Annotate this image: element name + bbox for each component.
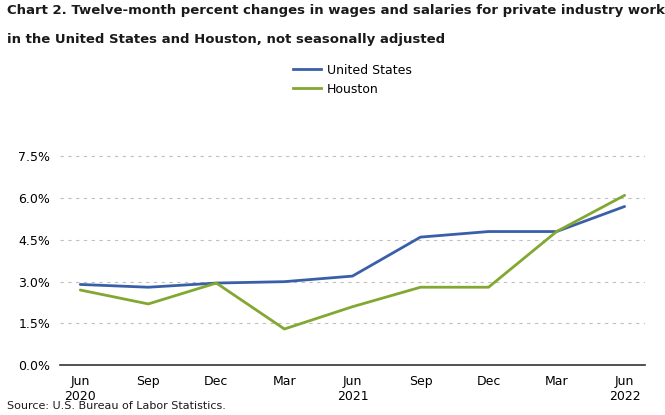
- Houston: [144, 301, 152, 306]
- United States: [348, 273, 356, 278]
- Line: United States: United States: [80, 207, 624, 287]
- Legend: United States, Houston: United States, Houston: [288, 59, 417, 101]
- United States: [144, 285, 152, 290]
- Houston: [620, 193, 628, 198]
- United States: [620, 204, 628, 209]
- Text: in the United States and Houston, not seasonally adjusted: in the United States and Houston, not se…: [7, 33, 445, 46]
- Text: Source: U.S. Bureau of Labor Statistics.: Source: U.S. Bureau of Labor Statistics.: [7, 401, 225, 411]
- Text: Chart 2. Twelve-month percent changes in wages and salaries for private industry: Chart 2. Twelve-month percent changes in…: [7, 4, 665, 17]
- Houston: [553, 229, 561, 234]
- United States: [281, 279, 289, 284]
- Houston: [76, 288, 84, 293]
- Line: Houston: Houston: [80, 195, 624, 329]
- Houston: [281, 327, 289, 332]
- United States: [485, 229, 493, 234]
- Houston: [212, 281, 220, 286]
- Houston: [485, 285, 493, 290]
- United States: [416, 234, 424, 239]
- Houston: [416, 285, 424, 290]
- United States: [76, 282, 84, 287]
- Houston: [348, 304, 356, 309]
- United States: [553, 229, 561, 234]
- United States: [212, 281, 220, 286]
